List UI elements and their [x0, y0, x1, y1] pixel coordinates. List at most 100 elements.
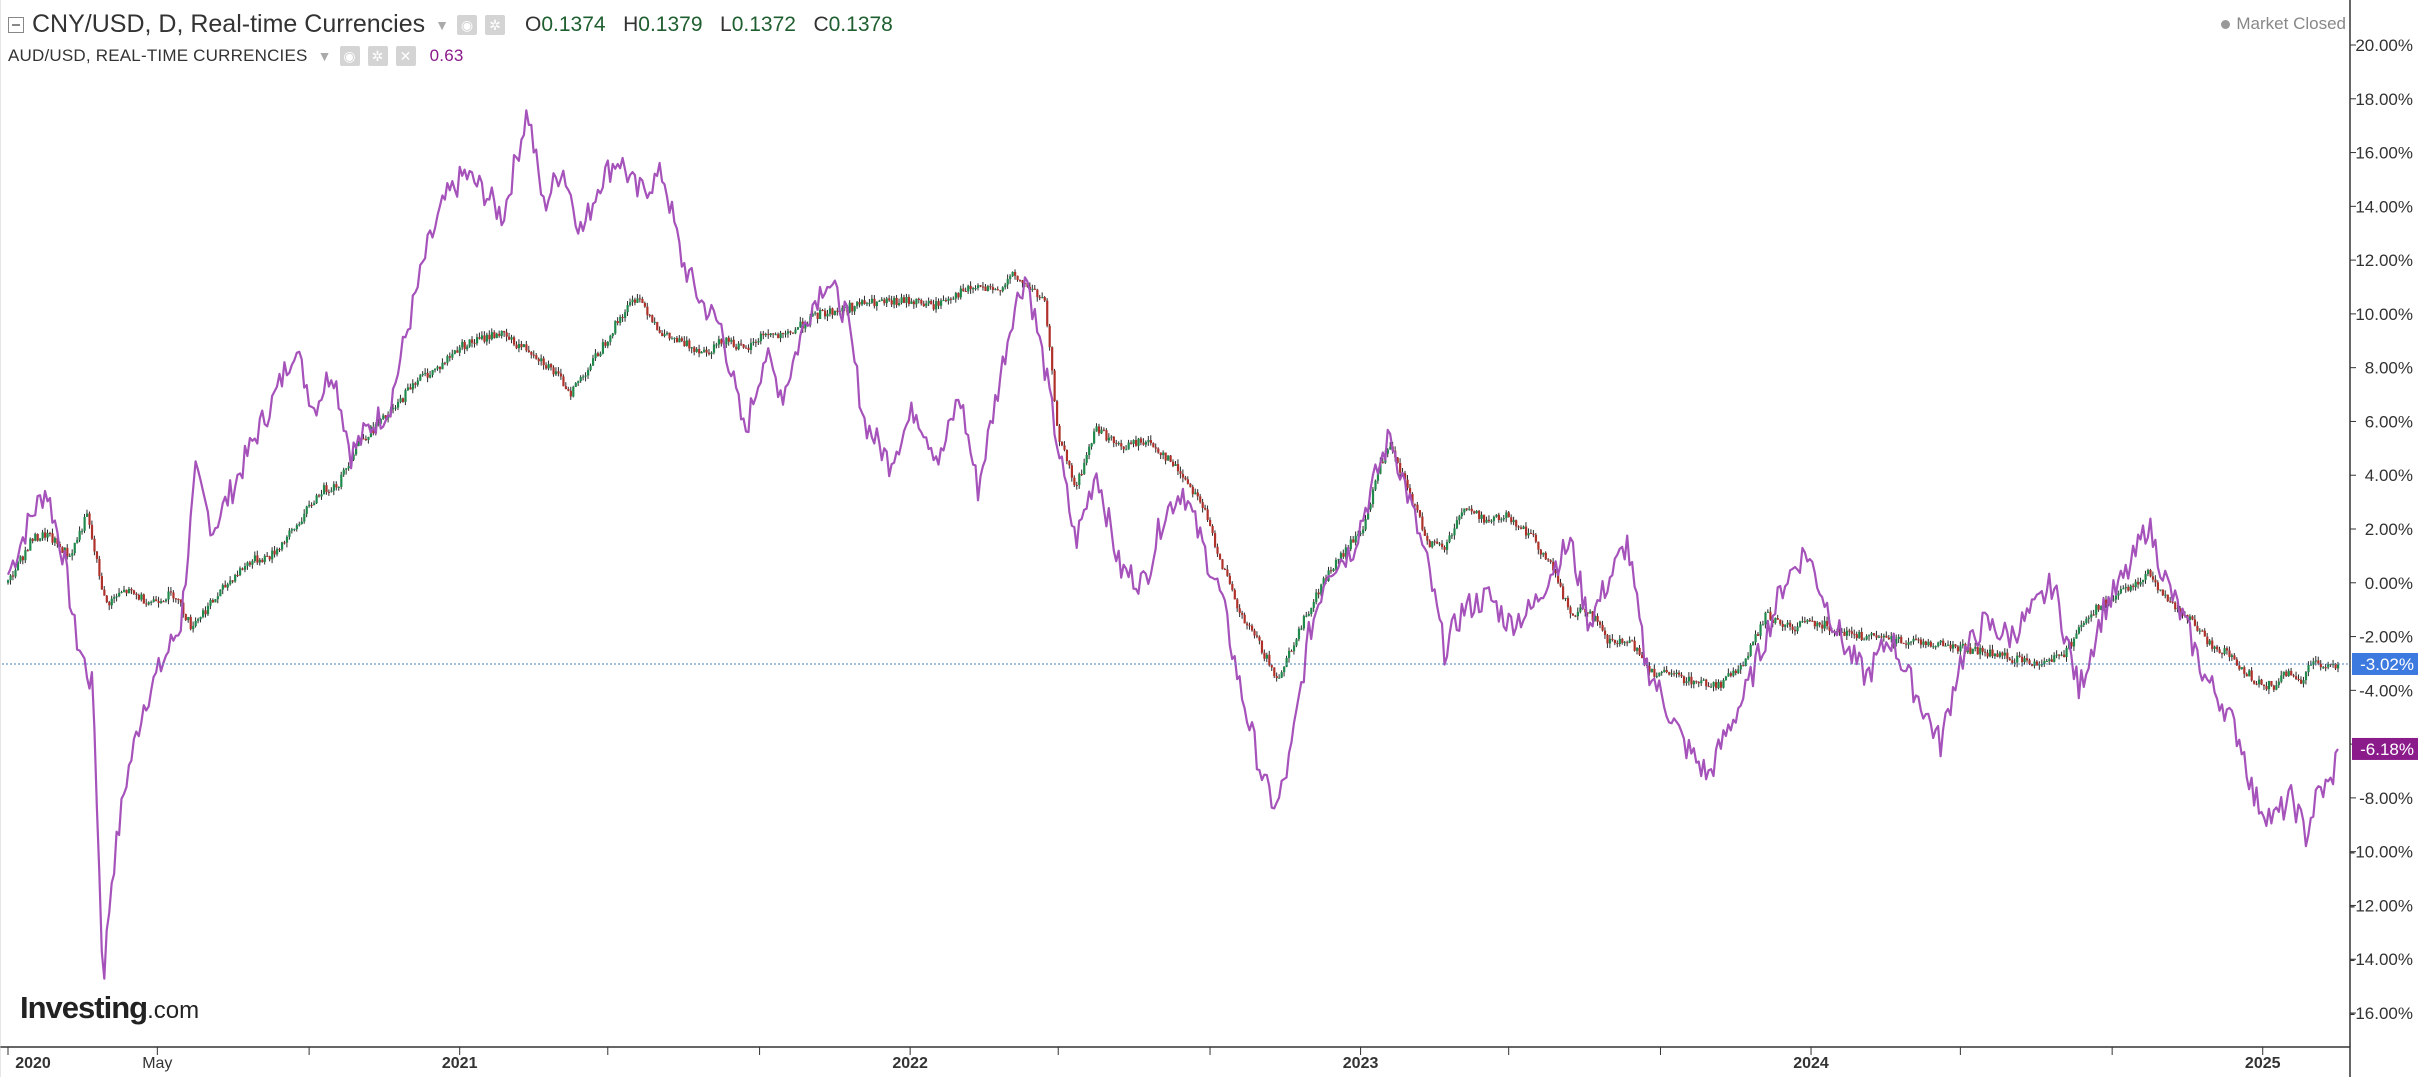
close-icon[interactable]: ✕ [395, 46, 416, 66]
candle-body [601, 342, 605, 354]
candle-body [1660, 671, 1663, 673]
candle-body [493, 332, 496, 338]
candle-body [229, 580, 232, 585]
candle-body [147, 602, 150, 605]
candle-body [725, 337, 728, 345]
visibility-icon[interactable]: ◉ [339, 46, 360, 66]
candle-body [710, 352, 713, 355]
candle [2198, 628, 2201, 635]
caret-down-icon[interactable]: ▼ [317, 48, 332, 64]
candle-body [2149, 570, 2152, 577]
settings-icon[interactable]: ✲ [485, 14, 505, 35]
candle-body [189, 616, 192, 630]
candle-body [1640, 654, 1644, 658]
candle-body [118, 592, 121, 597]
candle-body [833, 310, 837, 315]
candle-body [2055, 654, 2058, 656]
candle-body [204, 610, 207, 615]
candle-body [19, 556, 22, 562]
candle [1863, 637, 1866, 641]
candle [784, 330, 787, 338]
candle [935, 297, 938, 313]
candle [1021, 279, 1024, 288]
candle-body [907, 296, 911, 304]
candle [1905, 640, 1908, 649]
candle-body [1458, 516, 1461, 521]
candle-body [2277, 681, 2280, 686]
candle [633, 297, 637, 306]
last-value-label-bg [2352, 652, 2418, 675]
candle [1599, 620, 1602, 629]
candle-body [130, 588, 133, 591]
candle-body [1932, 646, 1935, 648]
candle [2285, 669, 2288, 677]
candle-body [540, 358, 543, 362]
candle [1243, 612, 1246, 624]
candle [628, 298, 632, 307]
candle [1858, 629, 1861, 639]
candle-body [599, 353, 602, 357]
candle-body [2258, 679, 2261, 685]
candle [1186, 476, 1190, 485]
candle [320, 489, 323, 500]
candle-body [364, 439, 368, 441]
candle [2149, 568, 2152, 578]
candle-body [24, 550, 27, 561]
last-value-labels: -3.02%-6.18% [2352, 652, 2418, 760]
candle [666, 331, 669, 336]
candle-body [1031, 288, 1034, 291]
candle [1984, 648, 1987, 657]
candle-body [616, 321, 619, 323]
settings-icon[interactable]: ✲ [367, 46, 388, 66]
candle [1033, 284, 1036, 290]
candle-body [1386, 449, 1389, 454]
candle [1875, 630, 1878, 641]
candle [661, 329, 664, 337]
candle-body [2018, 655, 2021, 657]
candle [1416, 501, 1419, 513]
candle [1695, 680, 1698, 684]
candle [315, 493, 318, 504]
candle [1139, 436, 1143, 446]
candle-body [1216, 546, 1219, 554]
candle-body [1554, 570, 1557, 573]
candle-body [2297, 678, 2300, 680]
candle-body [1482, 514, 1486, 523]
candle [300, 517, 303, 525]
caret-down-icon[interactable]: ▼ [435, 16, 449, 33]
symbol-label[interactable]: CNY/USD, D, Real-time Currencies [32, 10, 426, 38]
candle [243, 562, 247, 573]
compare-symbol-label[interactable]: AUD/USD, REAL-TIME CURRENCIES [8, 46, 308, 65]
candle-body [902, 297, 906, 303]
candle [9, 574, 12, 585]
candle-body [73, 542, 76, 554]
candle [885, 296, 888, 308]
candle [11, 570, 15, 581]
candle [1258, 635, 1261, 645]
candle [752, 338, 755, 346]
candle [194, 617, 197, 628]
candle [2174, 601, 2177, 613]
candle [1756, 632, 1760, 636]
visibility-icon[interactable]: ◉ [457, 14, 477, 35]
logo-suffix: .com [147, 997, 200, 1024]
candle [295, 523, 298, 532]
candle-body [1722, 679, 1725, 688]
candle-body [409, 387, 412, 390]
candle-body [2085, 618, 2088, 624]
candle-body [1675, 672, 1678, 675]
candle-body [1752, 642, 1755, 645]
candle-body [485, 334, 489, 342]
candle [1924, 640, 1928, 649]
candle [2134, 579, 2137, 591]
candle [732, 336, 735, 348]
candle-body [1606, 634, 1609, 644]
candle-body [2008, 658, 2011, 661]
candle-body [1621, 638, 1624, 643]
candle [651, 314, 654, 323]
candle [1761, 620, 1765, 626]
candle-body [794, 329, 797, 334]
collapse-icon[interactable] [8, 16, 24, 33]
candle-body [646, 306, 649, 316]
